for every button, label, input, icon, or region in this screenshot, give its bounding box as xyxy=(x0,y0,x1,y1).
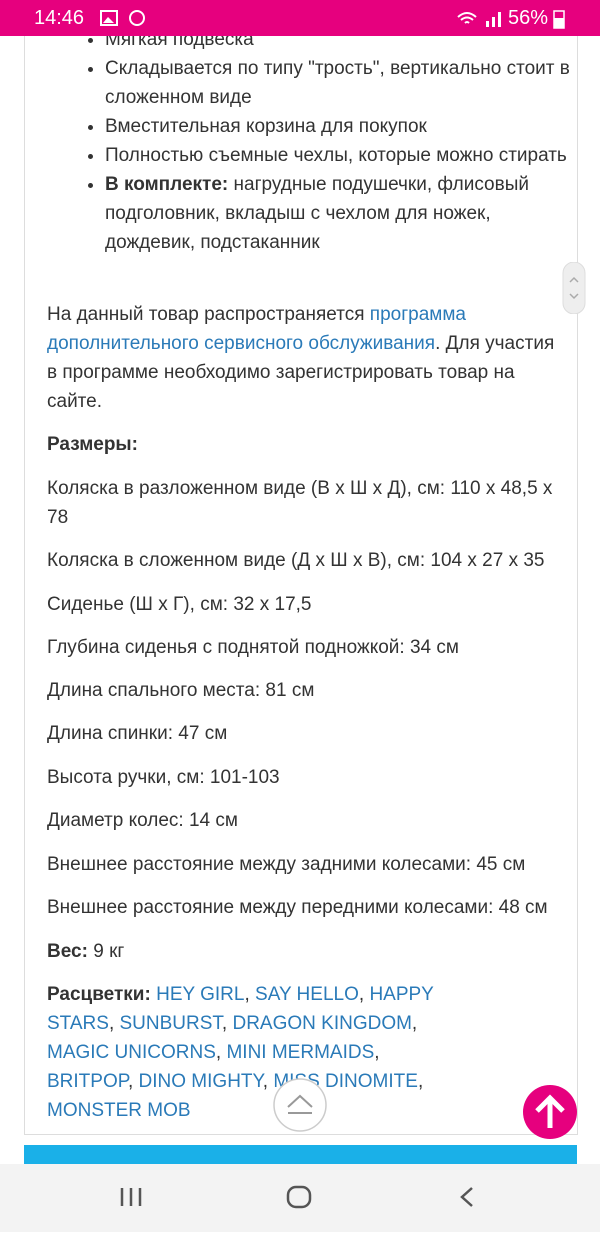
feature: Полностью съемные чехлы, которые можно с… xyxy=(105,141,575,170)
size-item: Сиденье (Ш х Г), см: 32 х 17,5 xyxy=(47,594,312,615)
size-item: Длина спинки: 47 см xyxy=(47,723,228,744)
color-link[interactable]: MINI MERMAIDS xyxy=(226,1042,375,1063)
color-link[interactable]: MONSTER MOB xyxy=(47,1100,191,1121)
separator: , xyxy=(221,1013,233,1034)
size-item: Высота ручки, см: 101-103 xyxy=(47,767,280,788)
color-link[interactable]: MAGIC UNICORNS xyxy=(47,1042,216,1063)
feature: Складывается по типу "трость", вертикаль… xyxy=(105,54,575,112)
signal-icons xyxy=(457,12,501,27)
size-item: Коляска в сложенном виде (Д х Ш х В), см… xyxy=(47,550,545,571)
battery-level: 56% xyxy=(508,7,549,29)
size-item: Диаметр колес: 14 см xyxy=(47,810,238,831)
separator: , xyxy=(411,1013,418,1034)
color-link[interactable]: HAPPY STARS xyxy=(47,984,434,1034)
size-item: Глубина сиденья с поднятой подножкой: 34… xyxy=(47,637,459,658)
color-link[interactable]: HEY GIRL xyxy=(156,984,245,1005)
status-icons xyxy=(100,10,145,26)
service-text: На данный товар распространяется програм… xyxy=(47,300,562,416)
size-item: Длина спального места: 81 см xyxy=(47,680,315,701)
colors-label: Расцветки: xyxy=(47,984,151,1005)
weight: Вес: 9 кг xyxy=(47,937,562,966)
feature: В комплекте: нагрудные подушечки, флисов… xyxy=(105,170,575,257)
status-bar: 14:46 56% xyxy=(0,0,600,36)
sizes-title: Размеры: xyxy=(47,434,138,455)
included-label: В комплекте: xyxy=(105,174,229,195)
scroll-top-grey[interactable] xyxy=(272,1077,328,1133)
color-link[interactable]: BRITPOP xyxy=(47,1071,128,1092)
color-link[interactable]: DINO MIGHTY xyxy=(138,1071,263,1092)
feature-list: Мягкая подвеска Складывается по типу "тр… xyxy=(47,25,575,257)
size-item: Внешнее расстояние между передними колес… xyxy=(47,897,548,918)
separator: , xyxy=(374,1042,380,1063)
scroll-top-button[interactable] xyxy=(522,1084,578,1140)
color-link[interactable]: DRAGON KINGDOM xyxy=(232,1013,412,1034)
clock: 14:46 xyxy=(34,7,85,29)
content-card xyxy=(24,0,578,1135)
colors: Расцветки: HEY GIRL, SAY HELLO, HAPPY ST… xyxy=(47,980,467,1125)
included-text: нагрудные подушечки, флисовый подголовни… xyxy=(105,174,529,253)
service-after: . Для участия в программе необходимо зар… xyxy=(47,333,555,412)
size-item: Коляска в разложенном виде (В х Ш х Д), … xyxy=(47,478,553,528)
service-before: На данный товар распространяется xyxy=(47,304,370,325)
scrollbar-handle[interactable] xyxy=(562,262,586,314)
nav-bar xyxy=(0,1164,600,1232)
nav-buttons[interactable] xyxy=(0,1164,600,1232)
separator: , xyxy=(358,984,370,1005)
service-link[interactable]: программа дополнительного сервисного обс… xyxy=(47,304,466,354)
battery-icon xyxy=(553,10,565,29)
separator: , xyxy=(127,1071,139,1092)
weight-label: Вес: xyxy=(47,941,88,962)
color-link[interactable]: SUNBURST xyxy=(119,1013,222,1034)
separator: , xyxy=(417,1071,424,1092)
separator: , xyxy=(244,984,256,1005)
size-item: Внешнее расстояние между задними колесам… xyxy=(47,854,526,875)
weight-value: 9 кг xyxy=(93,941,125,962)
separator: , xyxy=(262,1071,274,1092)
color-link[interactable]: SAY HELLO xyxy=(255,984,359,1005)
feature: Вместительная корзина для покупок xyxy=(105,112,575,141)
separator: , xyxy=(108,1013,120,1034)
blue-bar xyxy=(24,1145,577,1164)
separator: , xyxy=(215,1042,227,1063)
